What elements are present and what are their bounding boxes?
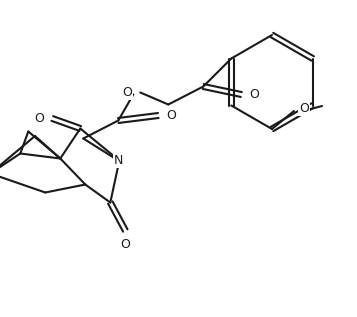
Text: O: O — [166, 109, 176, 122]
Text: O: O — [249, 88, 259, 101]
Text: O: O — [299, 102, 309, 115]
Text: O: O — [122, 86, 132, 99]
Text: N: N — [114, 154, 123, 167]
Text: O: O — [120, 238, 130, 251]
Text: O: O — [34, 112, 44, 125]
